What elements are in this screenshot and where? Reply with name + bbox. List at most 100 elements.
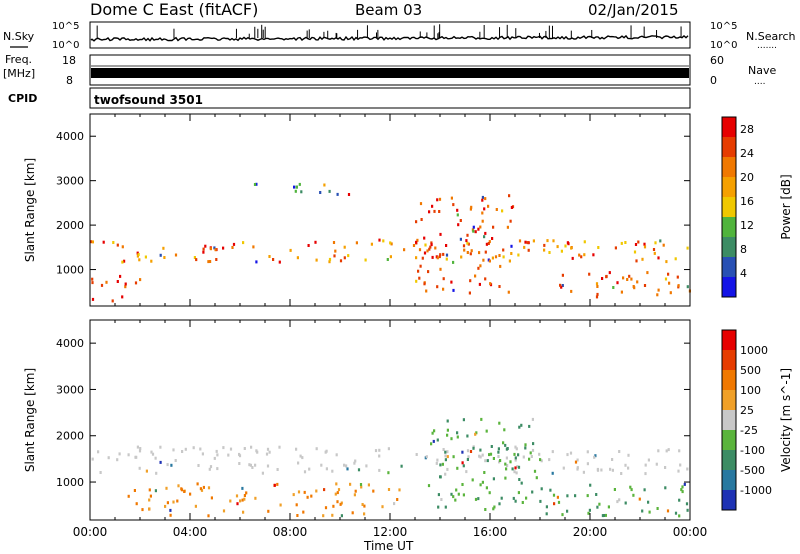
echo-cell: [102, 240, 105, 244]
echo-cell: [295, 503, 298, 507]
echo-cell: [679, 463, 682, 467]
echo-cell: [415, 453, 418, 456]
echo-cell: [148, 507, 151, 511]
echo-cell: [430, 442, 433, 446]
echo-cell: [514, 456, 517, 460]
echo-cell: [238, 454, 242, 458]
noise-tick-bot-left: 10^0: [52, 40, 79, 51]
echo-cell: [612, 286, 615, 289]
echo-cell: [490, 445, 493, 448]
echo-cell: [268, 450, 271, 454]
cpid-label: CPID: [8, 92, 37, 105]
echo-cell: [192, 446, 195, 450]
echo-cell: [445, 244, 448, 247]
echo-cell: [189, 492, 192, 496]
echo-cell: [135, 502, 138, 506]
echo-cell: [484, 459, 487, 463]
echo-cell: [107, 456, 110, 460]
echo-cell: [514, 445, 517, 449]
echo-cell: [207, 486, 211, 490]
echo-cell: [231, 246, 234, 249]
colorbar-tick-label: 25: [740, 404, 754, 417]
echo-cell: [334, 492, 337, 496]
echo-cell: [320, 463, 323, 467]
echo-cell: [484, 231, 487, 235]
echo-cell: [209, 465, 213, 469]
echo-cell: [515, 447, 518, 451]
echo-cell: [208, 467, 211, 471]
echo-cell: [629, 485, 632, 489]
echo-cell: [332, 241, 336, 244]
echo-cell: [570, 246, 573, 250]
echo-cell: [442, 448, 445, 451]
colorbar-segment: [722, 430, 736, 450]
echo-cell: [454, 498, 457, 502]
echo-cell: [322, 514, 325, 518]
echo-cell: [677, 469, 680, 473]
nsearch-label: N.Search: [746, 30, 796, 43]
echo-cell: [292, 493, 295, 497]
echo-cell: [347, 254, 350, 258]
echo-cell: [389, 241, 392, 245]
echo-cell: [387, 471, 390, 475]
echo-cell: [498, 502, 501, 506]
echo-cell: [474, 230, 477, 234]
echo-cell: [488, 240, 491, 244]
echo-cell: [643, 488, 646, 492]
echo-cell: [477, 227, 480, 231]
echo-cell: [641, 509, 644, 513]
colorbar-segment: [722, 157, 736, 177]
echo-cell: [154, 456, 157, 460]
echo-cell: [91, 457, 94, 461]
echo-cell: [412, 244, 416, 247]
echo-cell: [588, 508, 591, 512]
echo-cell: [116, 458, 119, 462]
echo-cell: [472, 225, 475, 229]
echo-cell: [452, 260, 455, 264]
echo-cell: [335, 453, 338, 457]
echo-cell: [561, 513, 564, 517]
y-tick-label: 1000: [56, 476, 84, 489]
colorbar-frame: [721, 116, 737, 298]
echo-cell: [535, 476, 538, 480]
echo-cell: [452, 203, 455, 207]
echo-cell: [349, 482, 352, 486]
echo-cell: [439, 475, 442, 479]
echo-cell: [307, 244, 310, 247]
echo-cell: [215, 258, 218, 261]
echo-cell: [163, 256, 166, 259]
echo-cell: [183, 490, 186, 493]
echo-cell: [531, 417, 534, 421]
echo-cell: [199, 487, 202, 491]
echo-cell: [236, 502, 239, 506]
time-axis: 00:00 04:00 08:00 12:00 16:00 20:00 00:00: [73, 525, 708, 539]
echo-cell: [462, 493, 465, 497]
echo-cell: [387, 447, 390, 451]
echo-cell: [513, 452, 516, 456]
echo-cell: [616, 281, 619, 285]
echo-cell: [457, 492, 460, 496]
echo-cell: [298, 182, 301, 186]
echo-cell: [127, 453, 130, 457]
echo-cell: [539, 458, 542, 462]
echo-cell: [546, 239, 549, 243]
echo-cell: [431, 255, 434, 259]
echo-cell: [252, 245, 255, 249]
echo-cell: [515, 471, 518, 475]
echo-cell: [159, 253, 162, 257]
colorbar-tick-label: -500: [740, 464, 765, 477]
echo-cell: [481, 198, 484, 202]
echo-cell: [686, 246, 689, 250]
echo-cell: [570, 289, 573, 293]
echo-cell: [604, 513, 607, 517]
echo-cell: [433, 429, 436, 433]
echo-cell: [602, 514, 605, 517]
echo-cell: [137, 253, 140, 256]
echo-cell: [434, 246, 437, 250]
echo-cell: [363, 512, 366, 516]
echo-cell: [474, 497, 478, 501]
echo-cell: [686, 285, 689, 289]
colorbar-segment: [722, 470, 736, 490]
echo-cell: [522, 455, 525, 459]
echo-cell: [616, 500, 619, 504]
